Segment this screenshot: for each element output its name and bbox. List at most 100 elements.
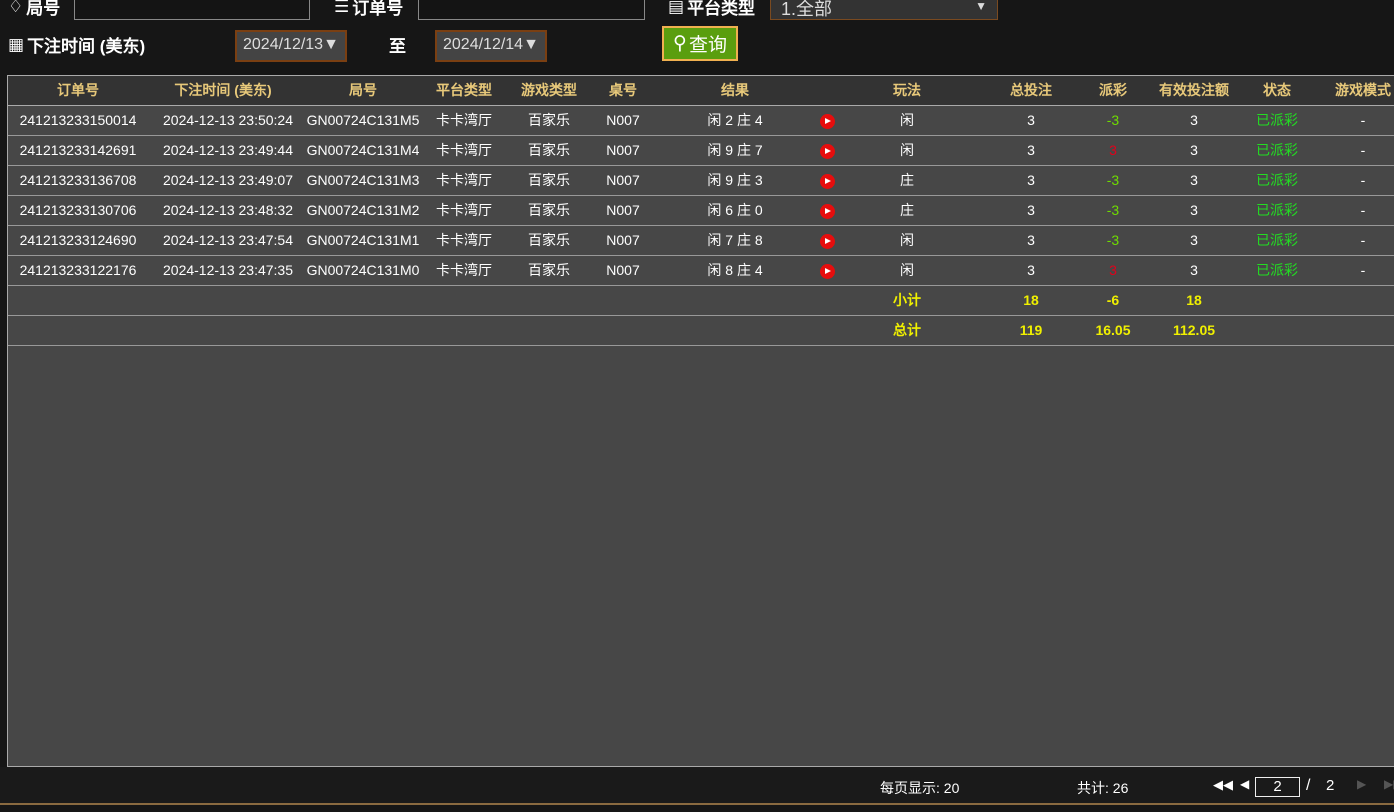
list-icon: ☰ (334, 0, 350, 16)
cell-result: 闲 8 庄 4 (707, 262, 763, 278)
cell-play: 闲 (900, 112, 914, 128)
cell-status: 已派彩 (1256, 142, 1298, 158)
cell-result: 闲 7 庄 8 (707, 232, 763, 248)
query-button[interactable]: ⚲ 查询 (662, 26, 738, 61)
column-header: 状态 (1263, 82, 1291, 98)
cell-valid: 3 (1190, 172, 1198, 188)
round-filter-label: ♢ 局号 (8, 0, 60, 19)
order-input[interactable] (418, 0, 645, 20)
cell-valid: 3 (1190, 202, 1198, 218)
time-filter-label: ▦ 下注时间 (美东) (8, 34, 146, 57)
cell-mode: - (1360, 202, 1366, 218)
cell-valid: 3 (1190, 142, 1198, 158)
round-input[interactable] (74, 0, 310, 20)
date-from-picker[interactable]: 2024/12/13▼ (235, 30, 347, 62)
server-icon: ▤ (668, 0, 685, 16)
table-row: 241213233122176 2024-12-13 23:47:35 GN0072… (8, 256, 1394, 286)
total-row: 总计 119 16.05 112.05 (8, 316, 1394, 346)
cell-round: GN00724C131M1 (306, 232, 420, 248)
subtotal-label: 小计 (893, 292, 921, 308)
play-icon (819, 264, 835, 279)
play-video-button[interactable] (767, 226, 887, 255)
column-header: 派彩 (1099, 82, 1127, 98)
total-bet: 119 (1019, 322, 1043, 338)
cell-result: 闲 9 庄 7 (707, 142, 763, 158)
platform-select[interactable]: 1.全部 ▼ (770, 0, 998, 20)
table-row: 241213233150014 2024-12-13 23:50:24 GN0072… (8, 106, 1394, 136)
to-label: 至 (389, 37, 406, 56)
cell-time: 2024-12-13 23:50:24 (163, 112, 293, 128)
column-header: 下注时间 (美东) (174, 82, 272, 98)
cell-payout: 3 (1109, 142, 1117, 158)
play-video-button[interactable] (767, 136, 887, 165)
cell-platform: 卡卡湾厅 (436, 232, 492, 248)
column-header: 玩法 (893, 82, 921, 98)
cell-mode: - (1360, 142, 1366, 158)
cell-round: GN00724C131M5 (306, 112, 420, 128)
page-input[interactable]: 2 (1255, 777, 1300, 797)
order-filter-label: ☰ 订单号 (334, 0, 403, 19)
cell-time: 2024-12-13 23:47:54 (163, 232, 293, 248)
subtotal-row: 小计 18 -6 18 (8, 286, 1394, 316)
table-header: 订单号 下注时间 (美东) 局号 平台类型 游戏类型 桌号 结果 玩法 总投注 派彩 有效投注额 状态… (8, 76, 1394, 106)
play-icon (819, 174, 835, 189)
play-icon (819, 114, 835, 129)
prev-page-icon[interactable]: ◀ (1240, 777, 1250, 791)
platform-filter-label: ▤ 平台类型 (668, 0, 755, 19)
cell-result: 闲 9 庄 3 (707, 172, 763, 188)
subtotal-payout: -6 (1106, 292, 1120, 308)
cell-order: 241213233150014 (19, 112, 137, 128)
column-header: 总投注 (1010, 82, 1052, 98)
cell-play: 闲 (900, 142, 914, 158)
cell-valid: 3 (1190, 112, 1198, 128)
total-count: 共计: 26 (1077, 780, 1129, 796)
date-to-picker[interactable]: 2024/12/14▼ (435, 30, 547, 62)
cell-play: 庄 (900, 202, 914, 218)
tag-icon: ♢ (8, 0, 24, 16)
total-label: 总计 (893, 322, 921, 338)
table-row: 241213233130706 2024-12-13 23:48:32 GN0072… (8, 196, 1394, 226)
cell-valid: 3 (1190, 232, 1198, 248)
play-icon (819, 234, 835, 249)
cell-round: GN00724C131M0 (306, 262, 420, 278)
cell-order: 241213233122176 (19, 262, 137, 278)
cell-order: 241213233136708 (19, 172, 137, 188)
cell-status: 已派彩 (1256, 232, 1298, 248)
total-valid: 112.05 (1172, 322, 1216, 338)
next-page-icon[interactable]: ▶ (1357, 777, 1367, 791)
cell-round: GN00724C131M2 (306, 202, 420, 218)
play-video-button[interactable] (767, 106, 887, 135)
cell-desk: N007 (606, 142, 640, 158)
cell-payout: -3 (1106, 232, 1120, 248)
cell-bet: 3 (1027, 202, 1035, 218)
cell-game: 百家乐 (528, 262, 570, 278)
column-header: 游戏类型 (521, 82, 577, 98)
play-icon (819, 144, 835, 159)
cell-status: 已派彩 (1256, 202, 1298, 218)
cell-play: 闲 (900, 232, 914, 248)
cell-platform: 卡卡湾厅 (436, 202, 492, 218)
chevron-down-icon: ▼ (975, 0, 987, 13)
cell-mode: - (1360, 112, 1366, 128)
cell-platform: 卡卡湾厅 (436, 112, 492, 128)
cell-payout: 3 (1109, 262, 1117, 278)
cell-bet: 3 (1027, 262, 1035, 278)
pagination-bar: 每页显示: 20 共计: 26 ◀◀ ◀ 2 / 2 ▶ ▶▶ (0, 767, 1394, 805)
last-page-icon[interactable]: ▶▶ (1384, 777, 1394, 791)
play-video-button[interactable] (767, 166, 887, 195)
subtotal-valid: 18 (1186, 292, 1202, 308)
cell-desk: N007 (606, 202, 640, 218)
cell-bet: 3 (1027, 232, 1035, 248)
table-row: 241213233142691 2024-12-13 23:49:44 GN0072… (8, 136, 1394, 166)
bet-records-table: 订单号 下注时间 (美东) 局号 平台类型 游戏类型 桌号 结果 玩法 总投注 派彩 有效投注额 状态… (7, 75, 1394, 767)
play-video-button[interactable] (767, 256, 887, 285)
play-video-button[interactable] (767, 196, 887, 225)
first-page-icon[interactable]: ◀◀ (1213, 777, 1233, 792)
total-payout: 16.05 (1095, 322, 1131, 338)
cell-platform: 卡卡湾厅 (436, 262, 492, 278)
cell-desk: N007 (606, 112, 640, 128)
column-header: 有效投注额 (1159, 82, 1229, 98)
cell-payout: -3 (1106, 112, 1120, 128)
table-row: 241213233124690 2024-12-13 23:47:54 GN0072… (8, 226, 1394, 256)
cell-game: 百家乐 (528, 112, 570, 128)
